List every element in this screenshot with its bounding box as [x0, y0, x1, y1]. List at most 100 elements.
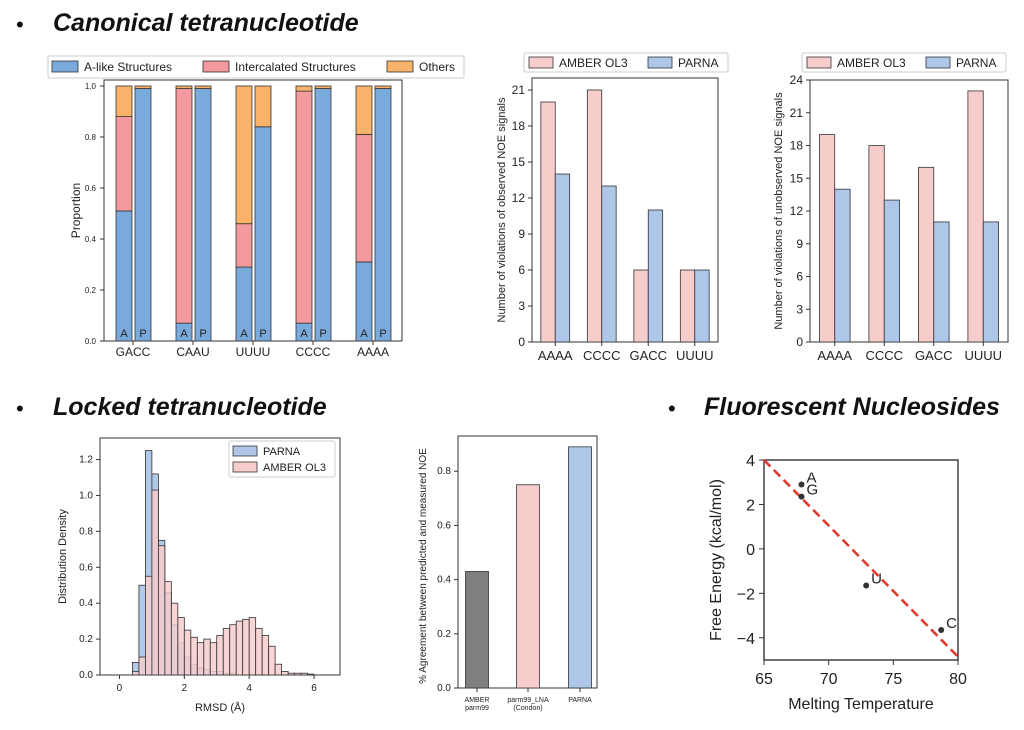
histogram-bar — [209, 642, 218, 676]
bullet: • — [16, 12, 24, 37]
x-tick-label: AAAA — [817, 348, 852, 363]
x-axis-label: Melting Temperature — [788, 696, 934, 713]
histogram-bar — [255, 627, 263, 676]
bar — [982, 221, 999, 343]
heading-fluorescent: Fluorescent Nucleosides — [704, 393, 1000, 421]
bar-segment — [374, 85, 392, 89]
data-point — [938, 627, 945, 633]
legend-label: A-like Structures — [84, 60, 172, 74]
x-tick-label: 2 — [182, 683, 188, 694]
bar-sub-label: P — [259, 328, 266, 340]
y-tick-label: 6 — [796, 270, 803, 284]
fit-line — [763, 459, 959, 658]
x-tick-label: parm99_LNA — [507, 697, 549, 704]
bar — [633, 269, 649, 343]
x-tick-label: CCCC — [583, 348, 621, 363]
histogram-bar — [274, 663, 283, 676]
y-tick-label: 0.4 — [79, 598, 93, 609]
histogram-bar — [216, 635, 224, 676]
y-tick-label: 0.0 — [437, 683, 451, 694]
y-tick-label: −2 — [737, 586, 755, 603]
x-axis-label: RMSD (Å) — [195, 701, 245, 714]
bar — [554, 173, 571, 343]
y-axis-label: Number of violations of unobserved NOE s… — [773, 92, 785, 330]
bar-segment — [235, 85, 253, 225]
x-tick-label: GACC — [915, 348, 953, 363]
y-tick-label: 0.8 — [79, 526, 93, 537]
y-axis-label: Distribution Density — [57, 509, 69, 604]
y-tick-label: 15 — [512, 155, 526, 169]
legend-swatch — [232, 461, 258, 473]
legend-swatch — [232, 445, 258, 457]
bar — [601, 185, 617, 343]
y-tick-label: 0 — [518, 335, 525, 349]
x-tick-label: PARNA — [568, 697, 592, 704]
bar — [868, 145, 885, 343]
bar-segment — [194, 88, 212, 342]
y-tick-label: 0.4 — [437, 575, 451, 586]
histogram-bar — [287, 672, 295, 676]
y-tick-label: 0.4 — [85, 235, 97, 244]
y-axis-label: Proportion — [69, 183, 83, 238]
x-tick-label: 75 — [884, 671, 902, 688]
x-tick-label: 0 — [117, 683, 123, 694]
histogram-bar — [281, 671, 289, 676]
legend-swatch — [386, 60, 414, 73]
histogram-bar — [196, 642, 205, 676]
bar-segment — [374, 88, 392, 342]
x-tick-label: 80 — [949, 671, 967, 688]
bar-segment — [355, 134, 373, 263]
bar — [819, 134, 836, 343]
x-tick-label: CCCC — [865, 348, 903, 363]
x-tick-label: parm99 — [465, 705, 489, 712]
bar-segment — [115, 85, 133, 118]
legend-observed — [523, 52, 729, 73]
y-tick-label: 6 — [518, 263, 525, 277]
bar-segment — [295, 85, 313, 92]
legend-label: AMBER OL3 — [263, 462, 326, 474]
y-tick-label: 15 — [790, 171, 804, 185]
y-tick-label: 0 — [746, 542, 755, 559]
y-tick-label: 0.0 — [85, 337, 97, 346]
histogram-bar — [190, 636, 198, 676]
bar — [834, 188, 851, 343]
bar-sub-label: P — [139, 328, 146, 340]
bar-segment — [134, 85, 152, 89]
y-tick-label: 9 — [518, 227, 525, 241]
legend-label: PARNA — [678, 56, 718, 70]
y-axis-label: Free Energy (kcal/mol) — [708, 479, 725, 641]
bar-sub-label: P — [199, 328, 206, 340]
bar — [516, 484, 540, 689]
bar-segment — [254, 85, 272, 128]
y-axis-label: % Agreement between predicted and measur… — [418, 448, 429, 684]
plot-frame-observed — [531, 77, 719, 343]
bar-segment — [355, 85, 373, 135]
point-label: G — [807, 482, 819, 499]
histogram-bar — [261, 635, 270, 676]
histogram-bar — [164, 581, 172, 676]
histogram-bar — [170, 602, 179, 676]
x-tick-label: GACC — [116, 345, 151, 359]
histogram-bar — [248, 617, 257, 676]
bar — [883, 199, 900, 343]
y-tick-label: 12 — [790, 204, 804, 218]
y-tick-label: 12 — [512, 191, 526, 205]
bar — [568, 446, 592, 689]
bar — [647, 209, 664, 343]
x-tick-label: UUUU — [236, 345, 271, 359]
y-tick-label: 0.0 — [79, 670, 93, 681]
y-tick-label: 0.6 — [85, 184, 97, 193]
legend-swatch — [647, 56, 673, 69]
y-tick-label: 0.8 — [85, 133, 97, 142]
y-tick-label: 0.2 — [85, 286, 97, 295]
legend-swatch — [528, 56, 554, 69]
x-tick-label: CCCC — [296, 345, 331, 359]
histogram-bar — [145, 575, 153, 676]
y-tick-label: 0.6 — [79, 562, 93, 573]
y-tick-label: 1.2 — [79, 455, 93, 466]
bar-sub-label: A — [120, 328, 128, 340]
histogram-bar — [222, 627, 231, 676]
point-label: A — [807, 469, 817, 486]
bar-sub-label: P — [379, 328, 386, 340]
y-tick-label: 18 — [512, 119, 526, 133]
